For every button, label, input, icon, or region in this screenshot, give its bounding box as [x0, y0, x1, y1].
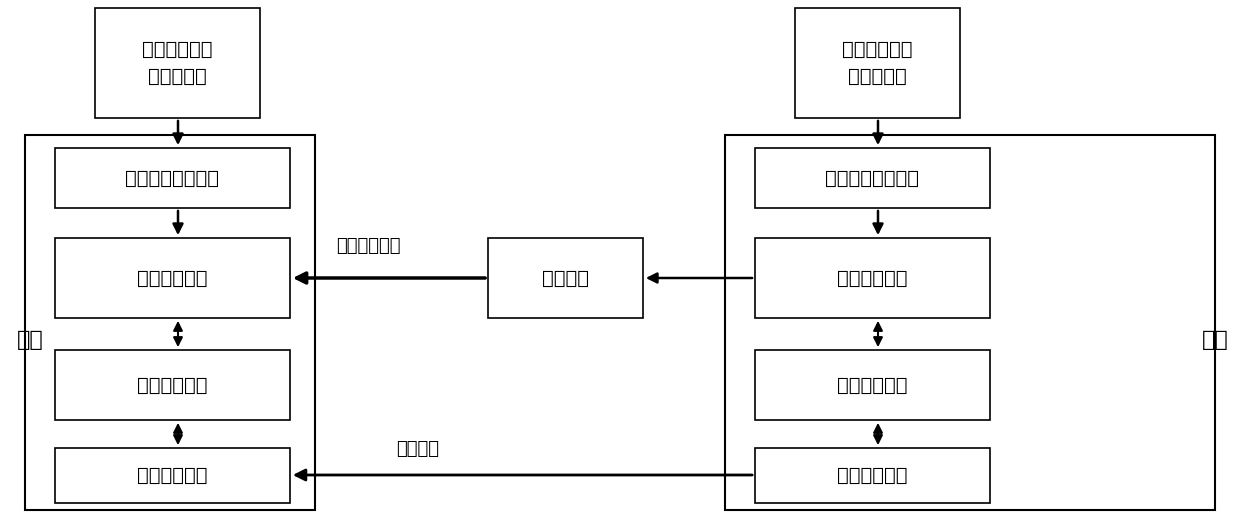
Bar [55, 350, 290, 420]
Text: 第一计数单元: 第一计数单元 [138, 268, 208, 288]
Text: 第一信号处理电路: 第一信号处理电路 [125, 168, 219, 187]
Text: 第一通信单元: 第一通信单元 [138, 466, 208, 485]
Text: 第二处理单元: 第二处理单元 [838, 375, 908, 395]
Text: 第二计数单元: 第二计数单元 [838, 268, 908, 288]
Bar [55, 448, 290, 503]
Bar [55, 238, 290, 318]
Text: 第二故障行波
取样传感器: 第二故障行波 取样传感器 [843, 40, 913, 86]
Bar [725, 135, 1215, 510]
Bar [55, 148, 290, 208]
Bar [95, 8, 260, 118]
Bar [795, 8, 960, 118]
Text: 第一故障行波
取样传感器: 第一故障行波 取样传感器 [142, 40, 213, 86]
Text: 从机: 从机 [1202, 330, 1228, 350]
Text: 方波脉冲: 方波脉冲 [541, 268, 589, 288]
Text: 第二通信单元: 第二通信单元 [838, 466, 908, 485]
Text: 通讯光纤: 通讯光纤 [396, 440, 440, 458]
Bar [488, 238, 643, 318]
Text: 主机: 主机 [16, 330, 43, 350]
Bar [755, 350, 990, 420]
Bar [25, 135, 315, 510]
Bar [755, 148, 990, 208]
Bar [755, 238, 990, 318]
Bar [755, 448, 990, 503]
Text: 第二信号处理电路: 第二信号处理电路 [825, 168, 919, 187]
Text: 脉冲传输光纤: 脉冲传输光纤 [336, 237, 400, 255]
Text: 第一处理单元: 第一处理单元 [138, 375, 208, 395]
